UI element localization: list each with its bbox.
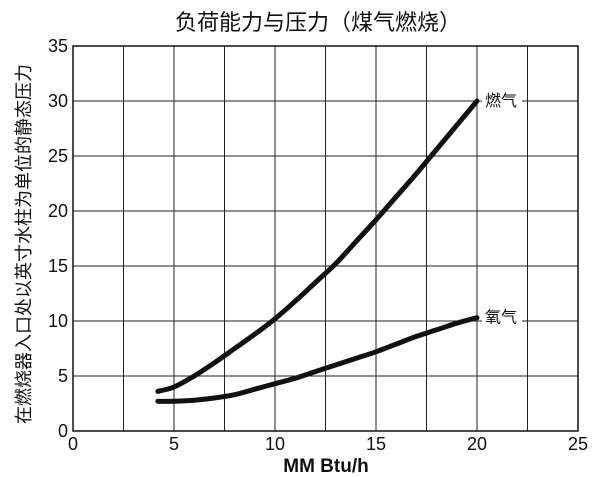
x-tick-label: 10 (265, 434, 285, 454)
series-line-2 (155, 315, 480, 404)
plot-frame (72, 45, 579, 432)
series-label-background (482, 89, 522, 111)
series-lines (155, 98, 480, 404)
series-line-1 (155, 98, 480, 394)
y-tick-label: 35 (48, 36, 68, 56)
y-tick-label: 20 (48, 201, 68, 221)
series-label-background (482, 305, 522, 328)
y-tick-label: 5 (58, 366, 68, 386)
series-label-1: 燃气 (485, 91, 517, 110)
y-axis-label: 在燃烧器入口处以英寸水柱为单位的静态压力 (14, 64, 35, 424)
x-tick-label: 20 (467, 434, 487, 454)
chart-title: 负荷能力与压力（煤气燃烧） (175, 11, 461, 36)
x-tick-label: 5 (169, 434, 179, 454)
x-axis-label: MM Btu/h (283, 456, 368, 477)
y-tick-label: 25 (48, 146, 68, 166)
x-tick-label: 15 (366, 434, 386, 454)
x-tick-label: 25 (568, 434, 588, 454)
series-label-2: 氧气 (485, 308, 517, 327)
y-tick-label: 10 (48, 311, 68, 331)
y-tick-label: 0 (58, 421, 68, 441)
tick-labels: 0 5 10 15 20 25 0 5 10 15 20 25 30 35 (48, 36, 588, 454)
y-tick-label: 15 (48, 256, 68, 276)
y-tick-label: 30 (48, 91, 68, 111)
x-tick-label: 0 (68, 434, 78, 454)
